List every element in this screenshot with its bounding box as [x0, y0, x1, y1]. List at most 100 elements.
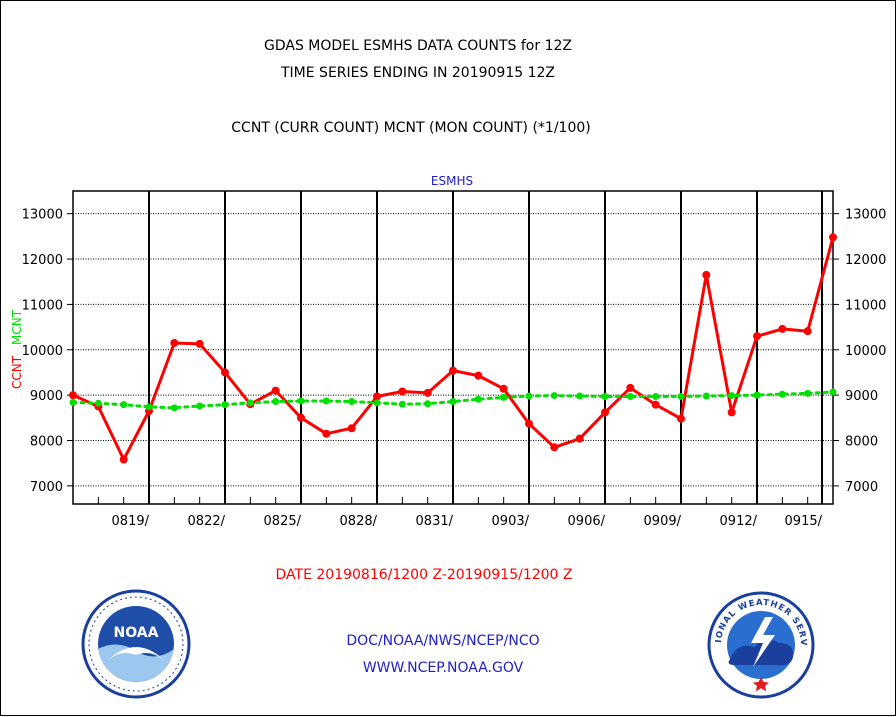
- plot-frame: [72, 190, 834, 505]
- data-point-ccnt: [297, 413, 305, 422]
- data-point-ccnt: [423, 388, 432, 397]
- data-point-mcnt: [804, 389, 812, 397]
- data-point-mcnt: [778, 390, 786, 398]
- data-point-ccnt: [449, 366, 457, 375]
- axes: 7000 7000 8000 8000 9000 9000 10000 10000 11000 1…: [22, 190, 886, 529]
- data-point-ccnt: [626, 383, 635, 392]
- x-tick-label: 0828/: [340, 514, 378, 529]
- y-tick-label-left: 11000: [22, 298, 63, 313]
- data-point-mcnt: [652, 392, 660, 400]
- x-tick-label: 0915/: [785, 514, 823, 529]
- data-point-mcnt: [601, 392, 609, 400]
- nws-logo-icon: NATIONAL WEATHER SERVICE: [707, 591, 815, 699]
- data-point-mcnt: [322, 397, 330, 405]
- y-tick-label-left: 7000: [30, 480, 63, 495]
- data-point-ccnt: [271, 386, 280, 395]
- data-point-mcnt: [196, 402, 204, 410]
- y-tick-label-right: 10000: [845, 344, 886, 359]
- y-axis-label-mcnt: MCNT: [10, 309, 24, 345]
- data-point-mcnt: [373, 399, 381, 407]
- y-tick-label-left: 13000: [22, 208, 63, 223]
- x-tick-label: 0909/: [644, 514, 682, 529]
- grid-lines: [73, 191, 833, 504]
- data-point-mcnt: [525, 392, 533, 400]
- data-point-ccnt: [195, 339, 204, 348]
- y-tick-label-left: 9000: [30, 389, 63, 404]
- panel-title: ESMHS: [431, 174, 473, 188]
- x-tick-label: 0825/: [264, 514, 302, 529]
- data-point-mcnt: [221, 401, 229, 409]
- data-point-mcnt: [69, 398, 77, 406]
- y-tick-label-left: 12000: [22, 253, 63, 268]
- series-layer: [69, 233, 837, 464]
- data-point-mcnt: [677, 392, 685, 400]
- x-tick-label: 0822/: [188, 514, 226, 529]
- y-tick-label-right: 13000: [845, 208, 886, 223]
- data-point-mcnt: [398, 400, 406, 408]
- x-tick-label: 0819/: [112, 514, 150, 529]
- data-point-mcnt: [500, 393, 508, 401]
- y-tick-label-right: 7000: [845, 480, 878, 495]
- footer-org: DOC/NOAA/NWS/NCEP/NCO: [346, 633, 540, 649]
- data-point-mcnt: [702, 392, 710, 400]
- y-tick-label-left: 8000: [30, 434, 63, 449]
- data-point-ccnt: [221, 368, 229, 377]
- date-range-label: DATE 20190816/1200 Z-20190915/1200 Z: [275, 567, 573, 583]
- data-point-mcnt: [576, 392, 584, 400]
- data-point-ccnt: [727, 408, 736, 417]
- y-tick-label-right: 8000: [845, 434, 878, 449]
- data-point-ccnt: [677, 414, 685, 423]
- data-point-mcnt: [120, 401, 128, 409]
- data-point-mcnt: [829, 388, 837, 396]
- data-point-ccnt: [499, 384, 508, 393]
- data-point-mcnt: [272, 397, 280, 405]
- x-tick-label: 0903/: [492, 514, 530, 529]
- y-axis-label-ccnt: CCNT: [10, 355, 24, 389]
- data-point-mcnt: [449, 397, 457, 405]
- data-point-ccnt: [525, 419, 533, 428]
- data-point-ccnt: [398, 387, 407, 396]
- data-point-mcnt: [550, 392, 558, 400]
- chart-title-line2: TIME SERIES ENDING IN 20190915 12Z: [281, 65, 555, 81]
- data-point-ccnt: [322, 429, 331, 438]
- x-tick-label: 0906/: [568, 514, 606, 529]
- data-point-ccnt: [373, 392, 381, 401]
- data-point-mcnt: [753, 391, 761, 399]
- data-point-ccnt: [601, 408, 609, 417]
- chart-title-line1: GDAS MODEL ESMHS DATA COUNTS for 12Z: [264, 38, 572, 54]
- data-point-ccnt: [170, 338, 179, 347]
- data-point-ccnt: [474, 371, 483, 380]
- noaa-logo-text: NOAA: [114, 625, 159, 641]
- data-point-mcnt: [728, 392, 736, 400]
- y-tick-label-right: 12000: [845, 253, 886, 268]
- x-tick-label: 0912/: [720, 514, 758, 529]
- data-point-ccnt: [829, 233, 837, 242]
- y-tick-label-right: 9000: [845, 389, 878, 404]
- data-point-ccnt: [575, 434, 584, 443]
- data-point-ccnt: [651, 400, 660, 409]
- data-point-ccnt: [803, 327, 812, 336]
- data-point-mcnt: [94, 399, 102, 407]
- data-point-mcnt: [474, 395, 482, 403]
- chart-subtitle: CCNT (CURR COUNT) MCNT (MON COUNT) (*1/1…: [231, 120, 591, 136]
- data-point-ccnt: [69, 391, 77, 400]
- data-point-ccnt: [753, 332, 761, 341]
- data-point-mcnt: [170, 404, 178, 412]
- footer-url[interactable]: WWW.NCEP.NOAA.GOV: [362, 660, 524, 676]
- data-point-mcnt: [626, 392, 634, 400]
- data-point-ccnt: [119, 455, 128, 464]
- data-point-mcnt: [145, 403, 153, 411]
- data-point-ccnt: [550, 443, 559, 452]
- y-tick-label-right: 11000: [845, 298, 886, 313]
- y-tick-label-left: 10000: [22, 344, 63, 359]
- y-axis-label: CCNT MCNT: [10, 309, 24, 389]
- data-point-ccnt: [778, 324, 787, 333]
- data-point-mcnt: [297, 397, 305, 405]
- data-point-ccnt: [347, 424, 356, 433]
- data-point-mcnt: [246, 399, 254, 407]
- x-tick-label: 0831/: [416, 514, 454, 529]
- noaa-logo-icon: NOAA: [81, 589, 191, 699]
- data-point-mcnt: [424, 400, 432, 408]
